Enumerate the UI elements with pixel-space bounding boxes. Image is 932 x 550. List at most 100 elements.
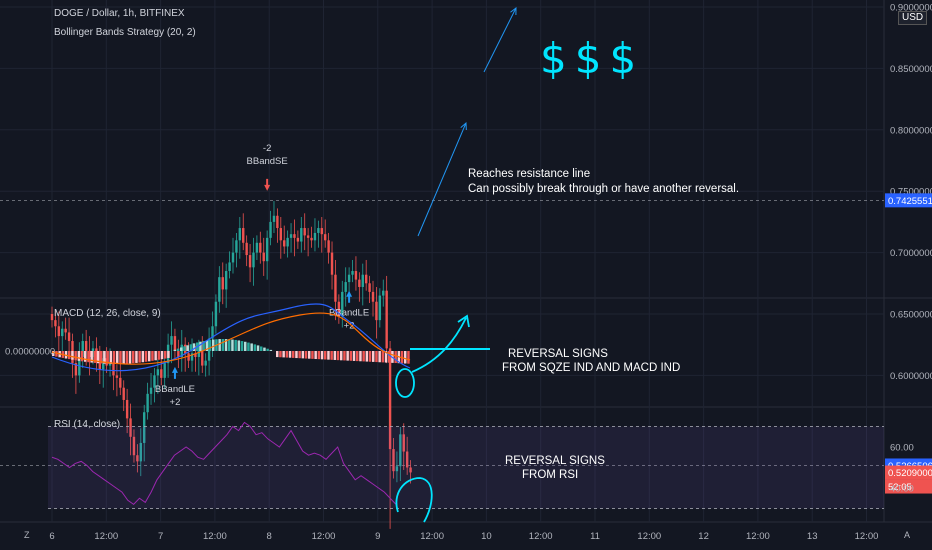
time-axis-label: 13 [807,531,818,542]
candle-body [74,363,78,376]
macd-histogram-bar [144,351,148,362]
macd-histogram-bar [192,343,196,351]
trend-arrow [417,122,467,237]
macd-histogram-bar [237,340,241,351]
candle-body [283,240,286,247]
macd-histogram-bar [116,351,119,364]
zoom-button[interactable]: Z [24,530,30,540]
symbol-title[interactable]: DOGE / Dollar, 1h, BITFINEX [54,8,185,19]
price-axis-label: 0.85000000 [890,64,932,75]
candle-body [221,277,224,290]
macd-histogram-bar [276,351,279,358]
macd-histogram-bar [122,351,125,364]
candle-body [405,451,409,468]
time-axis[interactable]: 6 12:00 7 12:00 8 12:00 9 12:00 10 12:00 11 12:00 12… [49,531,878,542]
macd-histogram-bar [231,339,234,351]
price-label: 0.74255517 [888,196,932,207]
candle-body [67,332,71,342]
long-signal-arrow [346,290,353,303]
macd-histogram-bar [362,351,365,362]
candle-body [354,271,358,280]
macd-histogram-bar [352,351,356,361]
candle-body [84,341,88,351]
candle-body [224,271,228,290]
candle-body [170,336,173,345]
macd-histogram-bar [365,351,369,362]
macd-histogram-bar [186,345,189,351]
candle-body [395,466,399,472]
candle-body [248,255,252,268]
user-drawings: $$$ [395,6,644,523]
macd-histogram-bar [154,351,157,361]
candle-body [57,326,61,337]
macd-histogram-bar [244,341,247,351]
macd-histogram-bar [247,342,250,351]
candle-body [132,436,136,456]
macd-histogram-bar [55,351,58,357]
macd-histogram-bar [180,347,183,351]
time-axis-label: 12:00 [420,531,444,542]
candle-body [385,290,388,349]
candle-body [64,328,67,333]
candle-body [371,291,375,302]
candle-body [402,434,405,452]
auto-scale-button[interactable]: A [904,530,911,540]
time-axis-label: 7 [158,531,163,542]
candle-body [242,228,245,243]
strategy-title[interactable]: Bollinger Bands Strategy (20, 2) [54,27,196,38]
resistance-note-line2: Can possibly break through or have anoth… [468,183,740,195]
macd-histogram-bar [135,351,138,363]
macd-histogram-bar [301,351,305,359]
time-axis-label: 12:00 [203,531,227,542]
macd-histogram-bar [138,351,141,363]
candle-body [122,387,125,400]
macd-histogram-bar [167,351,170,358]
macd-histogram-bar [157,351,161,360]
candle-body [286,237,289,247]
macd-histogram-bar [128,351,132,364]
currency-badge[interactable]: USD [898,11,928,25]
dollar-signs-drawing: $$$ [540,34,644,83]
rsi-axis-label: 60.00 [890,443,914,454]
macd-histogram-bar [234,339,237,351]
price-axis[interactable]: 0.90000000 0.85000000 0.80000000 0.75000000… [5,3,932,550]
rsi-title[interactable]: RSI (14, close) [54,419,121,430]
macd-up-arrow-drawing [411,317,467,373]
time-axis-label: 12:00 [855,531,879,542]
macd-histogram-bar [103,351,106,364]
macd-histogram-bar [173,349,177,351]
macd-histogram-bar [304,351,308,359]
macd-histogram-bar [333,351,337,360]
short-signal-arrow [264,178,271,191]
macd-note-line1: REVERSAL SIGNS [508,348,608,360]
macd-histogram-bar [279,351,282,358]
candle-body [81,341,84,357]
macd-histogram-bar [285,351,289,358]
macd-histogram-bar [308,351,311,359]
macd-histogram-bar [100,351,103,364]
macd-histogram-bar [148,351,151,362]
macd-title[interactable]: MACD (12, 26, close, 9) [54,308,161,319]
macd-histogram-bar [295,351,298,359]
candle-body [228,262,231,272]
long-signal-arrow [171,366,178,379]
macd-histogram-bar [68,351,71,360]
trend-arrow-head [460,121,467,131]
candle-body [194,353,197,357]
price-axis-label: 0.60000000 [890,371,932,382]
macd-histogram-bar [52,351,55,356]
rsi-axis-label: 40.00 [890,484,914,495]
candle-body [320,228,323,235]
candle-body [317,228,320,233]
candle-body [50,314,54,321]
rsi-pane [48,421,884,509]
macd-histogram-bar [132,351,135,364]
macd-histogram-bar [263,347,266,351]
macd-histogram-bar [164,351,167,359]
time-axis-label: 8 [267,531,272,542]
time-axis-label: 12:00 [637,531,661,542]
macd-histogram-bar [228,339,231,351]
macd-histogram-bar [298,351,301,359]
